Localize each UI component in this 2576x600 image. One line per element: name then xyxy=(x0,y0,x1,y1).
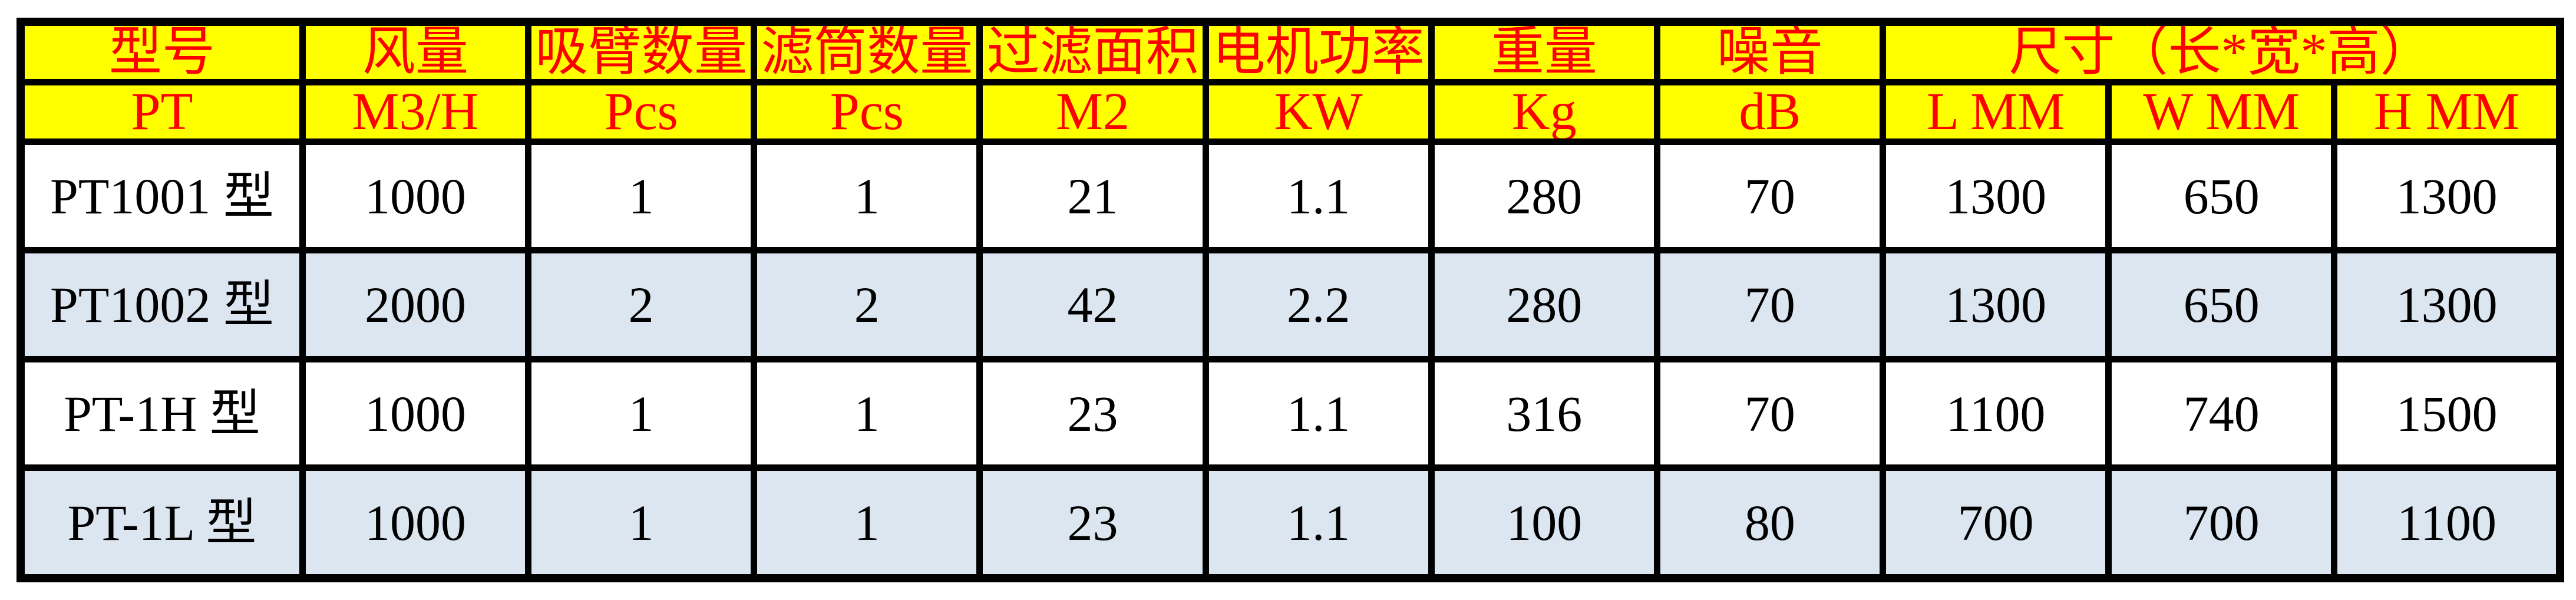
cell-arms: 1 xyxy=(525,464,758,582)
table-row-pt1l: PT-1L 型 1000 1 1 23 1.1 100 80 700 700 1… xyxy=(17,464,2564,582)
cell-width: 650 xyxy=(2105,247,2338,362)
cell-noise: 70 xyxy=(1653,247,1887,362)
cell-cartridges: 2 xyxy=(751,247,983,362)
cell-airflow: 2000 xyxy=(299,247,532,362)
cell-model: PT1002 型 xyxy=(17,247,306,362)
cell-filter-area: 23 xyxy=(976,464,1209,582)
unit-width: W MM xyxy=(2105,79,2338,145)
table-row-pt1h: PT-1H 型 1000 1 1 23 1.1 316 70 1100 740 … xyxy=(17,355,2564,472)
spec-table-container: 型号 风量 吸臂数量 滤筒数量 过滤面积 电机功率 重量 噪音 尺寸（长*宽*高… xyxy=(16,18,2564,582)
unit-cartridge-count: Pcs xyxy=(751,79,983,145)
product-spec-table: 型号 风量 吸臂数量 滤筒数量 过滤面积 电机功率 重量 噪音 尺寸（长*宽*高… xyxy=(16,18,2564,582)
cell-arms: 1 xyxy=(525,355,758,472)
cell-cartridges: 1 xyxy=(751,464,983,582)
cell-weight: 280 xyxy=(1428,247,1660,362)
cell-length: 1300 xyxy=(1879,247,2112,362)
cell-height: 1300 xyxy=(2331,138,2564,254)
header-row-titles: 型号 风量 吸臂数量 滤筒数量 过滤面积 电机功率 重量 噪音 尺寸（长*宽*高… xyxy=(17,18,2564,85)
cell-motor-power: 1.1 xyxy=(1202,464,1435,582)
unit-height: H MM xyxy=(2331,79,2564,145)
cell-model: PT-1L 型 xyxy=(17,464,306,582)
cell-filter-area: 21 xyxy=(976,138,1209,254)
cell-width: 740 xyxy=(2105,355,2338,472)
unit-length: L MM xyxy=(1879,79,2112,145)
cell-motor-power: 2.2 xyxy=(1202,247,1435,362)
header-motor-power: 电机功率 xyxy=(1202,18,1435,85)
unit-arm-count: Pcs xyxy=(525,79,758,145)
cell-length: 1100 xyxy=(1879,355,2112,472)
header-model: 型号 xyxy=(17,18,306,85)
cell-length: 700 xyxy=(1879,464,2112,582)
unit-airflow: M3/H xyxy=(299,79,532,145)
unit-motor-power: KW xyxy=(1202,79,1435,145)
cell-motor-power: 1.1 xyxy=(1202,138,1435,254)
cell-airflow: 1000 xyxy=(299,138,532,254)
header-row-units: PT M3/H Pcs Pcs M2 KW Kg dB L MM W MM H … xyxy=(17,79,2564,145)
cell-height: 1100 xyxy=(2331,464,2564,582)
cell-arms: 1 xyxy=(525,138,758,254)
cell-model: PT-1H 型 xyxy=(17,355,306,472)
cell-cartridges: 1 xyxy=(751,138,983,254)
cell-airflow: 1000 xyxy=(299,355,532,472)
table-row-pt1001: PT1001 型 1000 1 1 21 1.1 280 70 1300 650… xyxy=(17,138,2564,254)
cell-noise: 70 xyxy=(1653,355,1887,472)
cell-width: 700 xyxy=(2105,464,2338,582)
unit-weight: Kg xyxy=(1428,79,1660,145)
cell-filter-area: 42 xyxy=(976,247,1209,362)
cell-filter-area: 23 xyxy=(976,355,1209,472)
unit-model: PT xyxy=(17,79,306,145)
cell-model: PT1001 型 xyxy=(17,138,306,254)
cell-weight: 100 xyxy=(1428,464,1660,582)
header-arm-count: 吸臂数量 xyxy=(525,18,758,85)
cell-weight: 280 xyxy=(1428,138,1660,254)
unit-noise: dB xyxy=(1653,79,1887,145)
cell-noise: 70 xyxy=(1653,138,1887,254)
header-cartridge-count: 滤筒数量 xyxy=(751,18,983,85)
header-filter-area: 过滤面积 xyxy=(976,18,1209,85)
header-dimensions: 尺寸（长*宽*高） xyxy=(1880,18,2564,85)
cell-width: 650 xyxy=(2105,138,2338,254)
unit-filter-area: M2 xyxy=(976,79,1209,145)
cell-height: 1500 xyxy=(2331,355,2564,472)
cell-arms: 2 xyxy=(525,247,758,362)
cell-noise: 80 xyxy=(1653,464,1887,582)
cell-cartridges: 1 xyxy=(751,355,983,472)
cell-length: 1300 xyxy=(1879,138,2112,254)
header-airflow: 风量 xyxy=(299,18,532,85)
cell-weight: 316 xyxy=(1428,355,1660,472)
cell-airflow: 1000 xyxy=(299,464,532,582)
header-weight: 重量 xyxy=(1428,18,1660,85)
header-noise: 噪音 xyxy=(1653,18,1887,85)
table-row-pt1002: PT1002 型 2000 2 2 42 2.2 280 70 1300 650… xyxy=(17,247,2564,362)
cell-motor-power: 1.1 xyxy=(1202,355,1435,472)
cell-height: 1300 xyxy=(2331,247,2564,362)
